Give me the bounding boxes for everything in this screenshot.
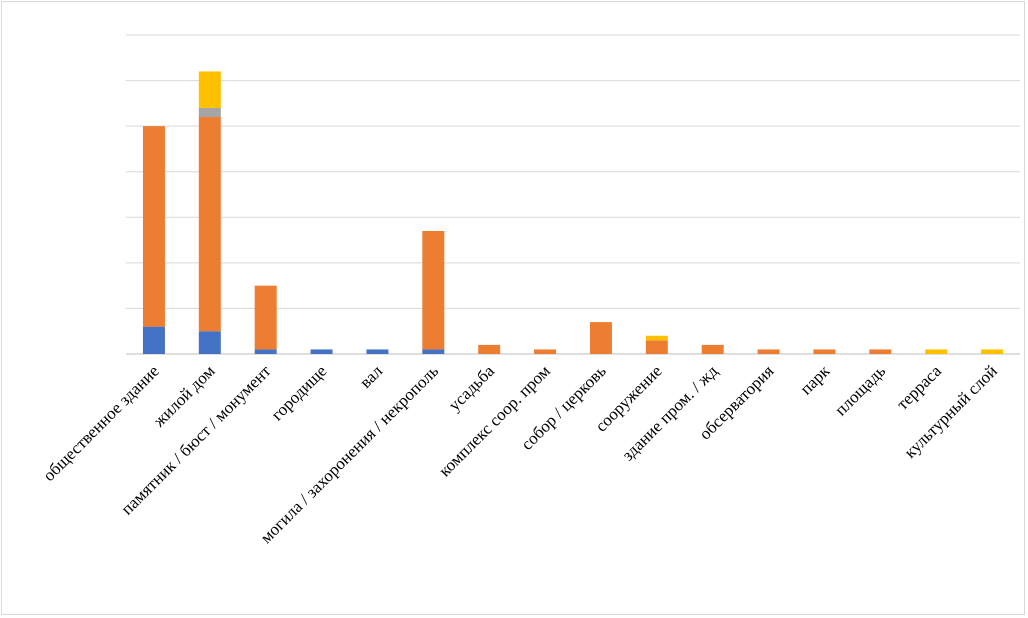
bar-segment xyxy=(981,349,1004,354)
bar-segment xyxy=(869,349,892,354)
x-tick-label: площадь xyxy=(831,361,889,419)
x-tick-label: парк xyxy=(796,361,834,399)
x-tick-label: усадьба xyxy=(445,361,499,415)
bar-segment xyxy=(701,344,724,354)
bar-segment xyxy=(142,326,165,354)
bar-segment xyxy=(645,340,668,354)
x-tick-label: могила / захоронения / некрополь xyxy=(256,361,442,547)
bar-segment xyxy=(198,331,221,354)
bar-segment xyxy=(422,349,445,354)
bar-segment xyxy=(142,126,165,327)
bar-segment xyxy=(534,349,557,354)
bar-series xyxy=(142,71,1004,354)
bar-segment xyxy=(589,322,612,354)
x-tick-label: терраса xyxy=(893,361,946,414)
bar-segment xyxy=(757,349,780,354)
x-tick-label: вал xyxy=(356,361,387,392)
bar-segment xyxy=(366,349,389,354)
x-tick-label: общественное здание xyxy=(39,361,163,485)
bar-segment xyxy=(422,230,445,350)
bar-segment xyxy=(198,107,221,118)
x-tick-label: здание пром. / жд xyxy=(618,361,721,464)
bar-segment xyxy=(254,285,277,350)
bar-segment xyxy=(254,349,277,354)
x-tick-label: городище xyxy=(267,361,330,424)
bar-segment xyxy=(198,117,221,332)
bar-segment xyxy=(478,344,501,354)
bar-segment xyxy=(645,335,668,341)
bar-segment xyxy=(310,349,333,354)
bar-segment xyxy=(198,71,221,108)
bar-segment xyxy=(925,349,948,354)
bar-segment xyxy=(813,349,836,354)
